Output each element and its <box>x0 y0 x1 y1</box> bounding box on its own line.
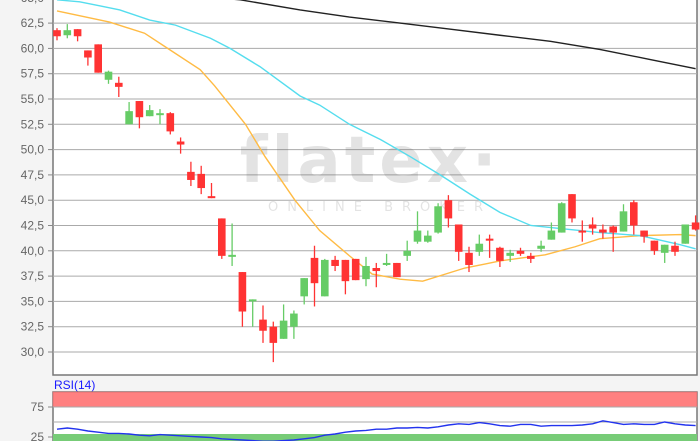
candle-up <box>382 262 391 265</box>
candle-up <box>537 245 545 249</box>
y-tick-label: 32,5 <box>21 320 45 334</box>
svg-text:ONLINE BROKER: ONLINE BROKER <box>268 200 492 215</box>
candle-down <box>568 194 576 219</box>
y-tick-label: 30,0 <box>21 345 45 359</box>
candle-down <box>650 240 659 251</box>
candle-down <box>115 82 123 87</box>
svg-text:flatex·: flatex· <box>240 124 501 198</box>
candle-up <box>321 259 329 297</box>
rsi-band <box>53 434 697 441</box>
rsi-tick-label: 25 <box>31 430 45 441</box>
candle-down <box>393 262 401 278</box>
candle-down <box>53 30 61 37</box>
candle-up <box>104 71 113 80</box>
y-tick-label: 60,0 <box>21 41 45 55</box>
candle-down <box>527 255 535 259</box>
price-plot-area <box>52 0 698 376</box>
candle-down <box>588 224 597 229</box>
candle-up <box>290 313 298 327</box>
candle-down <box>640 230 648 237</box>
candle-down <box>84 50 92 58</box>
candle-down <box>465 252 473 265</box>
y-tick-label: 37,5 <box>21 269 45 283</box>
candle-down <box>166 113 175 132</box>
candle-down <box>341 259 350 282</box>
candle-up <box>557 203 566 233</box>
moving-average-line-ma_long <box>234 0 696 70</box>
candle-down <box>630 202 638 226</box>
y-tick-label: 42,5 <box>21 219 45 233</box>
candle-up <box>547 230 556 240</box>
candle-up <box>300 278 308 297</box>
candle-up <box>681 224 690 244</box>
y-tick-label: 45,0 <box>21 193 45 207</box>
candle-up <box>413 230 422 242</box>
candle-down <box>372 268 381 272</box>
candle-down <box>135 101 144 118</box>
candle-down <box>599 229 607 233</box>
moving-average-line-ma_short <box>56 10 696 282</box>
candle-down <box>609 226 617 233</box>
candle-up <box>228 254 236 257</box>
rsi-title: RSI(14) <box>54 378 95 392</box>
candle-down <box>269 326 278 343</box>
candle-down <box>485 238 494 241</box>
candle-up <box>424 235 432 242</box>
rsi-line <box>56 420 696 441</box>
candle-down <box>176 141 185 145</box>
candle-down <box>259 319 267 331</box>
candle-down <box>454 224 463 252</box>
candle-down <box>218 218 226 256</box>
moving-average-line-ma_mid <box>56 0 696 250</box>
candle-up <box>403 250 411 256</box>
candle-up <box>475 243 484 252</box>
candle-up <box>434 206 442 233</box>
y-tick-label: 52,5 <box>21 117 45 131</box>
candle-up <box>125 111 133 125</box>
y-tick-label: 40,0 <box>21 244 45 258</box>
candle-down <box>187 171 195 180</box>
candle-down <box>197 173 205 189</box>
candle-down <box>671 245 679 252</box>
candle-up <box>63 30 72 36</box>
candle-down <box>238 272 247 312</box>
candle-down <box>351 258 360 281</box>
rsi-tick-label: 75 <box>31 400 45 414</box>
candle-up <box>660 244 669 253</box>
y-tick-label: 50,0 <box>21 143 45 157</box>
candle-up <box>145 110 154 117</box>
candle-down <box>310 257 319 284</box>
candle-up <box>248 299 257 302</box>
candle-down <box>496 247 504 261</box>
candle-up <box>619 211 628 232</box>
candle-down <box>444 200 453 219</box>
candle-up <box>506 252 514 256</box>
y-tick-label: 62,5 <box>21 16 45 30</box>
candle-down <box>331 259 339 266</box>
rsi-band <box>52 391 698 408</box>
flatex-watermark-logo: flatex· ONLINE BROKER <box>240 124 501 215</box>
candle-down <box>516 250 525 254</box>
candle-down <box>578 230 587 233</box>
candle-up <box>156 113 164 116</box>
candle-down <box>207 196 216 199</box>
candle-up <box>362 265 370 280</box>
candle-up <box>279 320 288 339</box>
y-tick-label: 57,5 <box>21 67 45 81</box>
y-tick-label: 47,5 <box>21 168 45 182</box>
candle-down <box>94 44 102 73</box>
candle-down <box>691 222 700 230</box>
y-tick-label: 35,0 <box>21 294 45 308</box>
y-tick-label: 55,0 <box>21 92 45 106</box>
y-tick-label: 65,0 <box>21 0 45 5</box>
candle-down <box>73 29 82 37</box>
